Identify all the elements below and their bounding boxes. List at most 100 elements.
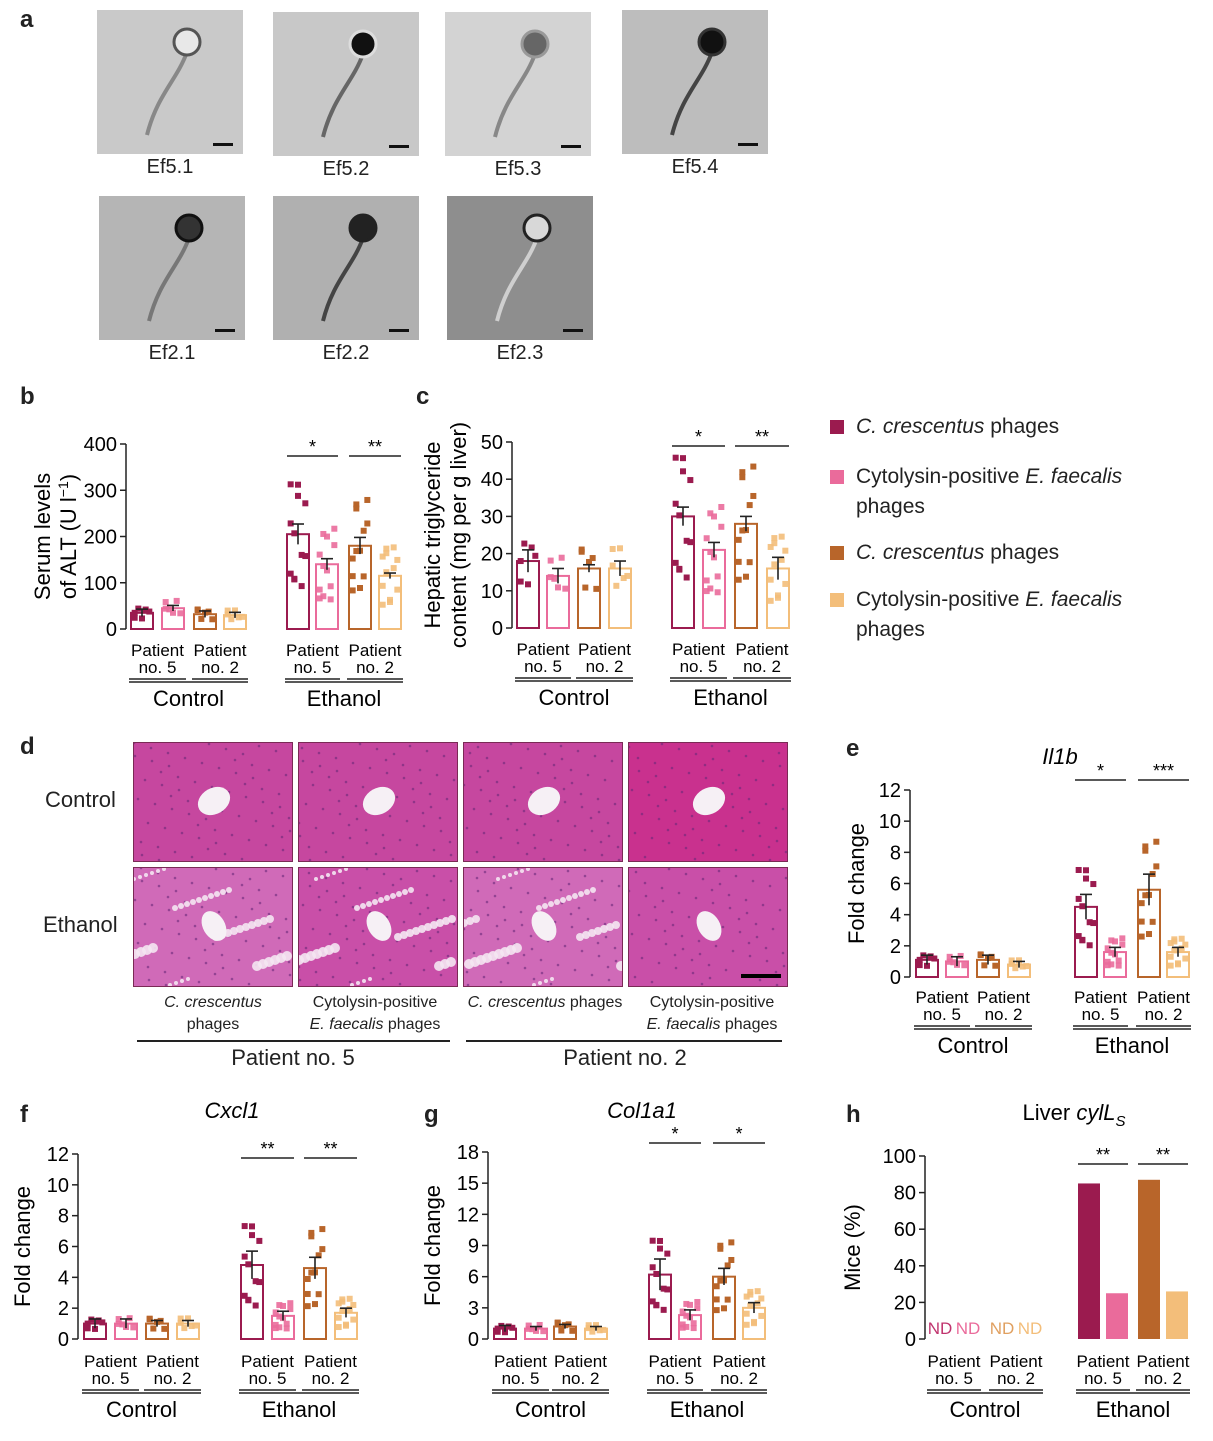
panel-label-a: a xyxy=(20,6,34,33)
data-point xyxy=(547,574,554,581)
data-point xyxy=(390,565,397,572)
significance-label: *** xyxy=(1153,761,1174,781)
data-point xyxy=(916,956,923,963)
x-tick-label: no. 2 xyxy=(586,657,624,676)
data-point xyxy=(162,599,169,606)
x-tick-label: Patient xyxy=(672,640,725,659)
micrograph-label: Ef5.2 xyxy=(322,158,370,180)
data-point xyxy=(166,606,173,613)
data-point xyxy=(754,1288,761,1295)
significance-label: ** xyxy=(260,1139,274,1159)
data-point xyxy=(532,552,539,559)
data-point xyxy=(683,537,690,544)
legend-item: Cytolysin-positive E. faecalis phages xyxy=(830,462,1122,522)
data-point xyxy=(649,1237,656,1244)
micrograph-ef2-1 xyxy=(99,196,245,340)
x-tick-label: Patient xyxy=(84,1352,137,1371)
nd-label: ND xyxy=(990,1319,1015,1338)
data-point xyxy=(620,575,627,582)
data-point xyxy=(1104,962,1111,969)
bar xyxy=(546,574,570,629)
data-point xyxy=(308,1233,315,1240)
data-point xyxy=(509,1324,516,1331)
data-point xyxy=(653,1270,660,1277)
x-group-label: Ethanol xyxy=(307,686,382,711)
data-point xyxy=(1167,953,1174,960)
data-point xyxy=(593,585,600,592)
histology-image xyxy=(298,867,458,987)
data-point xyxy=(1079,903,1086,910)
x-tick-label: no. 2 xyxy=(743,657,781,676)
y-tick-label: 8 xyxy=(58,1206,69,1228)
data-point xyxy=(364,520,371,527)
data-point xyxy=(298,583,305,590)
legend-swatch xyxy=(830,420,844,435)
data-point xyxy=(758,1295,765,1302)
data-point xyxy=(357,585,363,592)
data-point xyxy=(578,548,585,555)
data-point xyxy=(569,1327,576,1334)
data-point xyxy=(672,500,679,507)
y-tick-label: 40 xyxy=(894,1256,916,1278)
data-point xyxy=(735,558,742,565)
data-point xyxy=(1090,881,1097,888)
data-point xyxy=(331,542,338,549)
data-point xyxy=(177,1315,184,1322)
y-tick-label: 10 xyxy=(879,811,901,833)
data-point xyxy=(319,1226,326,1233)
data-point xyxy=(84,1320,91,1327)
x-group-label: Control xyxy=(153,686,224,711)
data-point xyxy=(750,492,757,499)
x-tick-label: no. 5 xyxy=(935,1369,973,1388)
data-point xyxy=(304,1303,311,1310)
nd-label: ND xyxy=(956,1319,981,1338)
data-point xyxy=(664,1286,671,1293)
data-point xyxy=(1008,960,1015,967)
data-point xyxy=(228,616,235,623)
data-point xyxy=(679,1321,686,1328)
significance-label: ** xyxy=(368,437,382,457)
data-point xyxy=(747,1291,754,1298)
data-point xyxy=(961,962,968,969)
data-point xyxy=(946,953,953,960)
data-point xyxy=(319,1246,326,1253)
data-point xyxy=(1167,940,1174,947)
data-point xyxy=(92,1325,98,1332)
data-point xyxy=(694,1298,701,1305)
data-point xyxy=(320,563,327,570)
legend-swatch xyxy=(830,593,844,608)
data-point xyxy=(713,1296,720,1303)
y-tick-label: 50 xyxy=(481,432,503,454)
histology-row-label: Control xyxy=(45,787,116,812)
data-point xyxy=(525,1325,532,1332)
y-tick-label: 40 xyxy=(481,469,503,491)
data-point xyxy=(324,533,330,540)
data-point xyxy=(717,1242,724,1249)
data-point xyxy=(316,586,323,593)
y-axis-label: Fold change xyxy=(844,823,869,944)
data-point xyxy=(295,492,301,499)
data-point xyxy=(683,1300,690,1307)
y-tick-label: 10 xyxy=(481,581,503,603)
data-point xyxy=(1104,958,1111,965)
data-point xyxy=(743,1321,750,1328)
data-point xyxy=(525,581,531,588)
data-point xyxy=(291,575,298,582)
data-point xyxy=(379,553,386,560)
y-tick-label: 0 xyxy=(58,1329,69,1351)
x-tick-label: Patient xyxy=(649,1352,702,1371)
bar xyxy=(577,567,601,629)
data-point xyxy=(724,1262,731,1269)
bar xyxy=(286,533,310,630)
micrograph-ef2-2 xyxy=(273,196,419,340)
y-tick-label: 6 xyxy=(468,1267,479,1289)
data-point xyxy=(680,455,686,462)
data-point xyxy=(713,1307,720,1314)
x-tick-label: no. 5 xyxy=(1082,1005,1120,1024)
x-tick-label: Patient xyxy=(194,641,247,660)
data-point xyxy=(324,567,330,574)
y-tick-label: 12 xyxy=(47,1144,69,1166)
data-point xyxy=(150,1325,157,1332)
data-point xyxy=(295,481,301,488)
